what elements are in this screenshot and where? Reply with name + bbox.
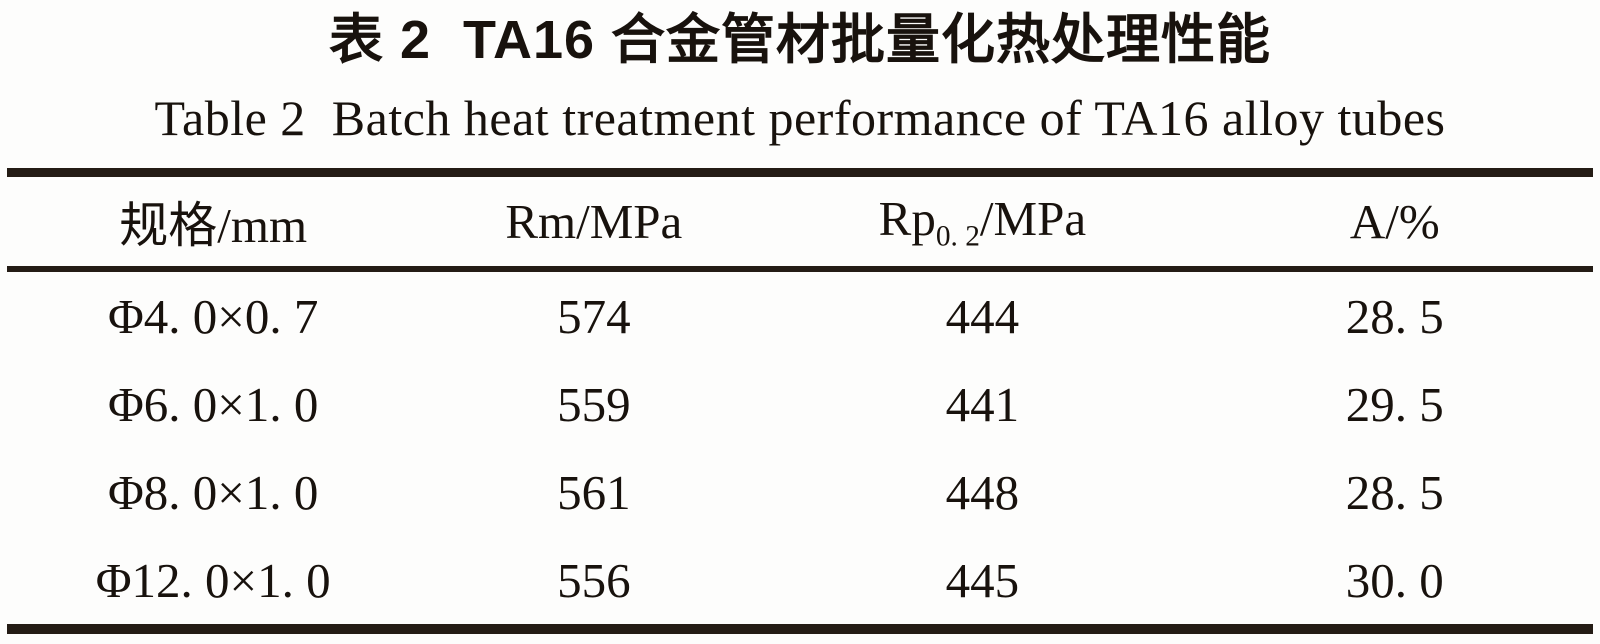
cell-rm: 574: [557, 288, 631, 344]
cell-elongation: 30. 0: [1345, 552, 1444, 608]
cell-rp02: 444: [945, 288, 1020, 344]
col-header-spec: 规格/mm: [7, 177, 420, 272]
cell-elongation: 28. 5: [1345, 288, 1444, 344]
table-row: Φ12. 0×1. 0 556 445 30. 0: [7, 536, 1593, 624]
cell-spec: Φ4. 0×0. 7: [107, 288, 319, 344]
cell-elongation: 28. 5: [1345, 464, 1444, 520]
data-table: 规格/mm Rm/MPa Rp0. 2/MPa A/% Φ4. 0×0. 7 5…: [7, 177, 1593, 624]
table-header-row: 规格/mm Rm/MPa Rp0. 2/MPa A/%: [7, 177, 1593, 272]
col-header-rm: Rm/MPa: [419, 177, 769, 272]
col-header-rp02-unit: /MPa: [979, 190, 1087, 246]
cell-rp02: 441: [945, 376, 1020, 432]
cell-rm: 561: [557, 464, 631, 520]
col-header-elongation: A/%: [1196, 177, 1593, 272]
cell-rp02: 445: [945, 552, 1020, 608]
top-rule: [7, 168, 1593, 177]
cell-spec: Φ8. 0×1. 0: [107, 464, 319, 520]
cell-elongation: 29. 5: [1345, 376, 1444, 432]
cell-rp02: 448: [945, 464, 1020, 520]
col-header-rp02-main: Rp: [878, 190, 936, 246]
cell-spec: Φ6. 0×1. 0: [107, 376, 319, 432]
table-row: Φ6. 0×1. 0 559 441 29. 5: [7, 360, 1593, 448]
bottom-rule: [7, 624, 1593, 634]
cell-rm: 559: [557, 376, 631, 432]
table-row: Φ4. 0×0. 7 574 444 28. 5: [7, 269, 1593, 360]
cell-rm: 556: [557, 552, 631, 608]
col-header-rp02: Rp0. 2/MPa: [768, 177, 1197, 272]
col-header-rp02-subscript: 0. 2: [935, 220, 980, 253]
table-title-zh: 表 2 TA16 合金管材批量化热处理性能: [328, 10, 1272, 70]
cell-spec: Φ12. 0×1. 0: [95, 552, 331, 608]
table-row: Φ8. 0×1. 0 561 448 28. 5: [7, 448, 1593, 536]
table-title-en: Table 2 Batch heat treatment performance…: [154, 90, 1446, 146]
